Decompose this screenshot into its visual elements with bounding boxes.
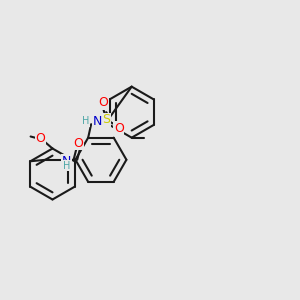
Text: N: N: [93, 115, 102, 128]
Text: H: H: [82, 116, 89, 126]
Text: O: O: [114, 122, 124, 135]
Text: O: O: [36, 131, 45, 145]
Text: N: N: [61, 155, 71, 168]
Text: O: O: [74, 137, 83, 150]
Text: H: H: [63, 161, 71, 171]
Text: O: O: [98, 96, 108, 110]
Text: S: S: [102, 113, 110, 126]
